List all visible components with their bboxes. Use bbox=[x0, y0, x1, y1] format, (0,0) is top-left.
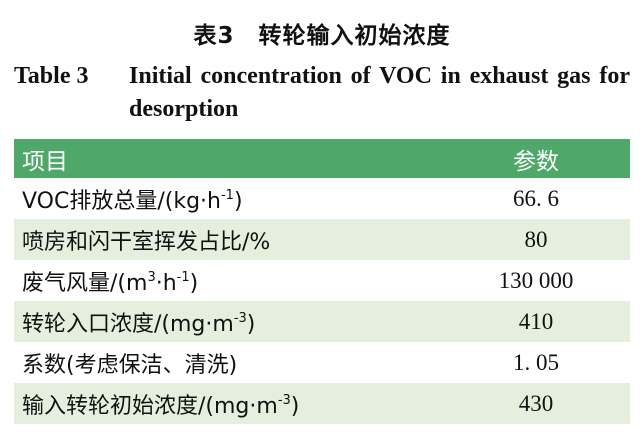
table-header-row: 项目 参数 bbox=[14, 139, 630, 178]
row-value: 1. 05 bbox=[513, 349, 559, 375]
row-value: 130 000 bbox=[498, 267, 574, 293]
parameter-table: 项目 参数 VOC排放总量/(kg·h-1) 66. 6 喷房和闪干室挥发占比/… bbox=[14, 139, 630, 424]
table-row: 输入转轮初始浓度/(mg·m-3) 430 bbox=[14, 383, 630, 424]
table-row: VOC排放总量/(kg·h-1) 66. 6 bbox=[14, 178, 630, 219]
table-number: Table 3 bbox=[14, 63, 89, 89]
row-item: 喷房和闪干室挥发占比/% bbox=[14, 219, 442, 260]
header-item: 项目 bbox=[14, 139, 442, 178]
header-parameter: 参数 bbox=[442, 139, 630, 178]
row-item: 转轮入口浓度/(mg·m-3) bbox=[14, 301, 442, 342]
table-row: 喷房和闪干室挥发占比/% 80 bbox=[14, 219, 630, 260]
table-caption-chinese: 表3 转轮输入初始浓度 bbox=[193, 23, 451, 49]
table-row: 废气风量/(m3·h-1) 130 000 bbox=[14, 260, 630, 301]
row-item: VOC排放总量/(kg·h-1) bbox=[22, 187, 243, 214]
row-item: 系数(考虑保洁、清洗) bbox=[22, 352, 238, 378]
row-item: 废气风量/(m3·h-1) bbox=[22, 269, 199, 296]
row-item: 输入转轮初始浓度/(mg·m-3) bbox=[14, 383, 442, 424]
table-title: Initial concentration of VOC in exhaust … bbox=[129, 63, 630, 122]
table-row: 系数(考虑保洁、清洗) 1. 05 bbox=[14, 342, 630, 383]
row-value: 430 bbox=[442, 383, 630, 424]
row-value: 410 bbox=[442, 301, 630, 342]
table-row: 转轮入口浓度/(mg·m-3) 410 bbox=[14, 301, 630, 342]
row-value: 80 bbox=[442, 219, 630, 260]
row-value: 66. 6 bbox=[513, 185, 559, 211]
